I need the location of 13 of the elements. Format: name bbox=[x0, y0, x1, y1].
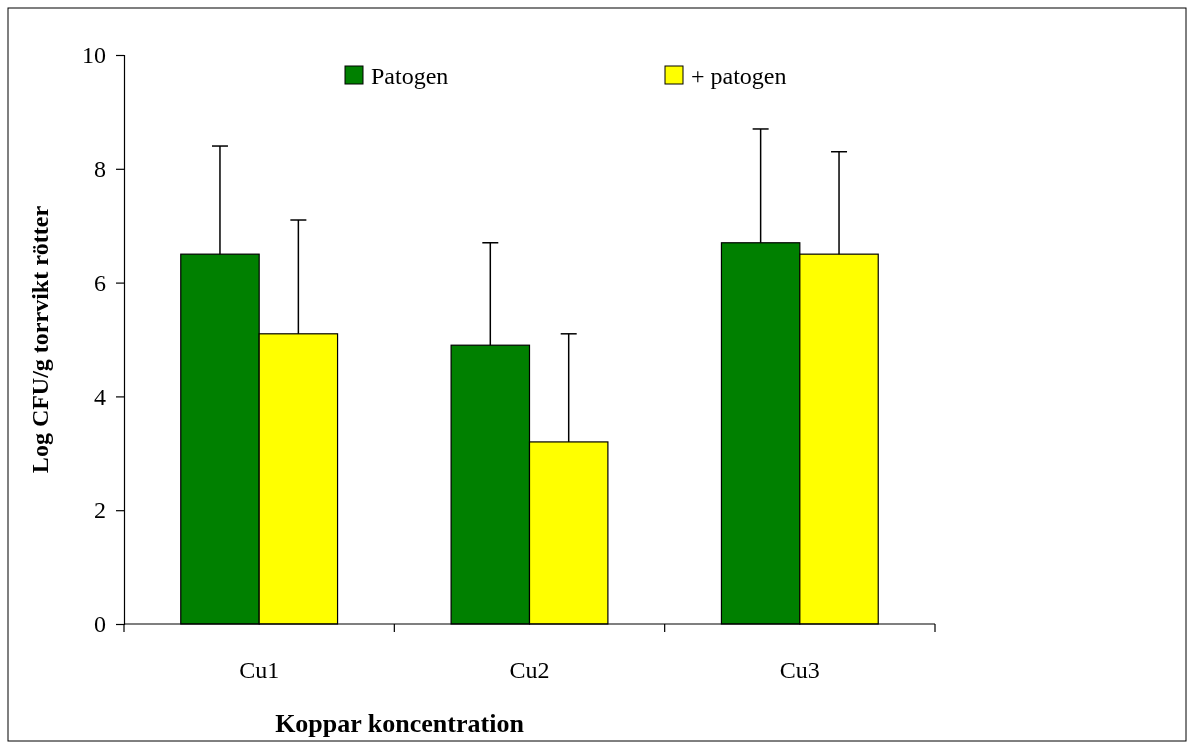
legend-label: Patogen bbox=[371, 63, 449, 89]
legend-label: + patogen bbox=[691, 63, 787, 89]
y-tick-label: 0 bbox=[94, 611, 106, 638]
x-axis-title: Koppar koncentration bbox=[275, 709, 525, 738]
y-tick-label: 8 bbox=[94, 155, 106, 182]
y-tick-label: 4 bbox=[94, 383, 106, 410]
y-tick-label: 10 bbox=[82, 42, 106, 69]
y-axis-title: Log CFU/g torrvikt rötter bbox=[27, 205, 53, 474]
x-tick-label: Cu1 bbox=[239, 657, 280, 683]
x-tick-label: Cu2 bbox=[509, 657, 550, 683]
y-tick-label: 2 bbox=[94, 497, 106, 524]
y-tick-label: 6 bbox=[94, 269, 106, 296]
x-tick-label: Cu3 bbox=[779, 657, 820, 683]
